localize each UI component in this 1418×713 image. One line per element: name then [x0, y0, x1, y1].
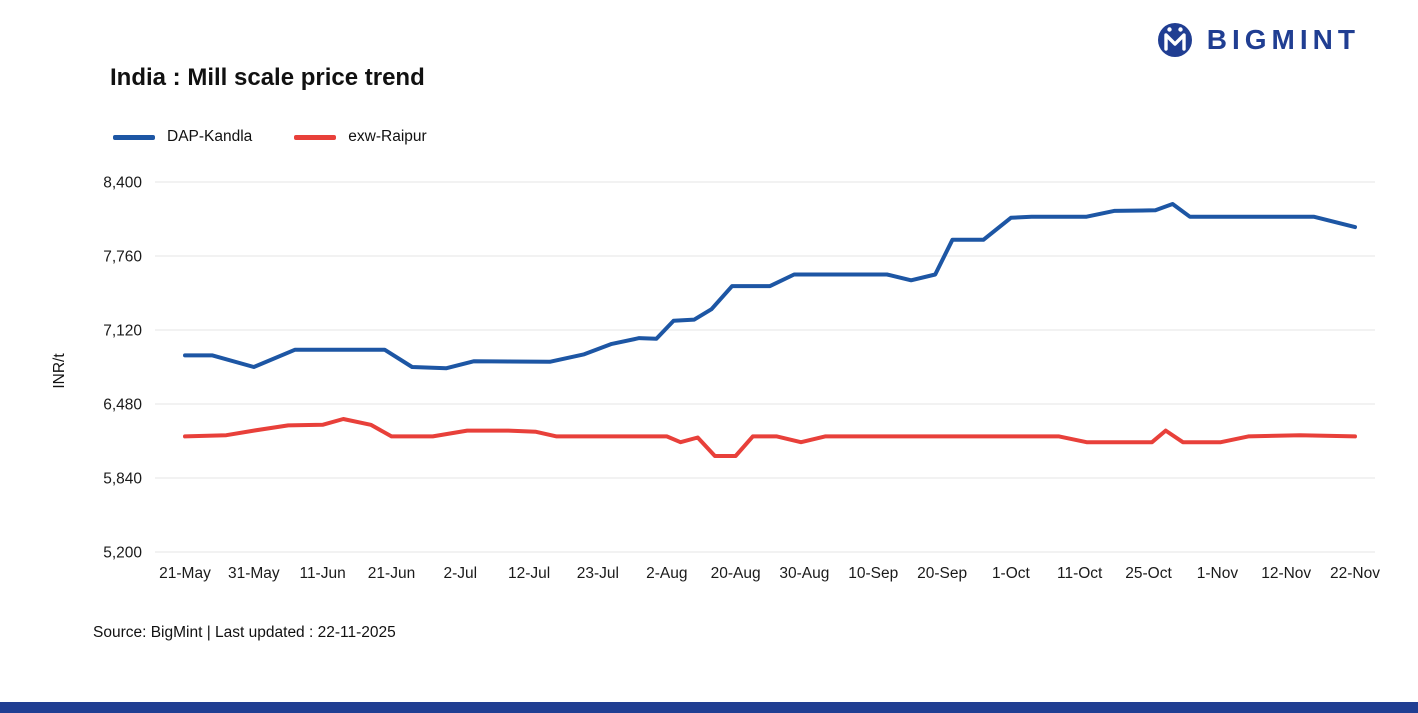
- x-tick-label: 11-Jun: [299, 565, 345, 582]
- x-tick-label: 1-Oct: [992, 565, 1031, 582]
- chart-title: India : Mill scale price trend: [110, 64, 425, 91]
- series-line-dap-kandla: [183, 202, 1357, 371]
- y-tick-label: 5,200: [103, 545, 142, 562]
- x-tick-label: 11-Oct: [1057, 565, 1103, 582]
- x-tick-label: 21-Jun: [368, 565, 415, 582]
- x-tick-label: 31-May: [228, 565, 280, 582]
- logo: BIGMINT: [1155, 20, 1360, 60]
- legend-label-dap-kandla: DAP-Kandla: [167, 128, 253, 145]
- legend-swatch-exw-raipur: [294, 134, 337, 140]
- y-tick-label: 5,840: [103, 471, 142, 488]
- chart-svg: 5,200 5,840 6,480 7,120 7,760 8,400 21-May 31-M…: [103, 175, 1380, 583]
- x-tick-label: 23-Jul: [577, 565, 619, 582]
- y-tick-label: 7,760: [103, 249, 142, 266]
- legend-swatch-dap-kandla: [113, 134, 155, 140]
- bigmint-logo-icon: [1157, 23, 1192, 57]
- bottom-bar: [0, 702, 1418, 713]
- series-line-exw-raipur: [183, 417, 1357, 458]
- x-tick-label: 12-Jul: [508, 565, 550, 582]
- x-tick-label: 2-Aug: [646, 565, 687, 582]
- x-tick-label: 10-Sep: [848, 565, 898, 582]
- x-tick-label: 30-Aug: [779, 565, 829, 582]
- y-tick-label: 8,400: [103, 175, 142, 192]
- x-tick-label: 22-Nov: [1330, 565, 1380, 582]
- y-tick-label: 7,120: [103, 323, 142, 340]
- x-tick-label: 20-Sep: [917, 565, 967, 582]
- x-tick-label: 21-May: [159, 565, 211, 582]
- source-note: Source: BigMint | Last updated : 22-11-2…: [93, 624, 396, 641]
- y-tick-label: 6,480: [103, 397, 142, 414]
- legend-item-exw-raipur: exw-Raipur: [294, 128, 427, 146]
- legend-item-dap-kandla: DAP-Kandla: [113, 128, 252, 146]
- x-tick-label: 20-Aug: [711, 565, 761, 582]
- legend: DAP-Kandla exw-Raipur: [113, 128, 427, 146]
- x-tick-label: 12-Nov: [1261, 565, 1311, 582]
- x-tick-label: 25-Oct: [1125, 565, 1172, 582]
- x-tick-label: 2-Jul: [443, 565, 477, 582]
- logo-text: BIGMINT: [1206, 24, 1360, 55]
- x-tick-label: 1-Nov: [1197, 565, 1239, 582]
- legend-label-exw-raipur: exw-Raipur: [348, 128, 427, 145]
